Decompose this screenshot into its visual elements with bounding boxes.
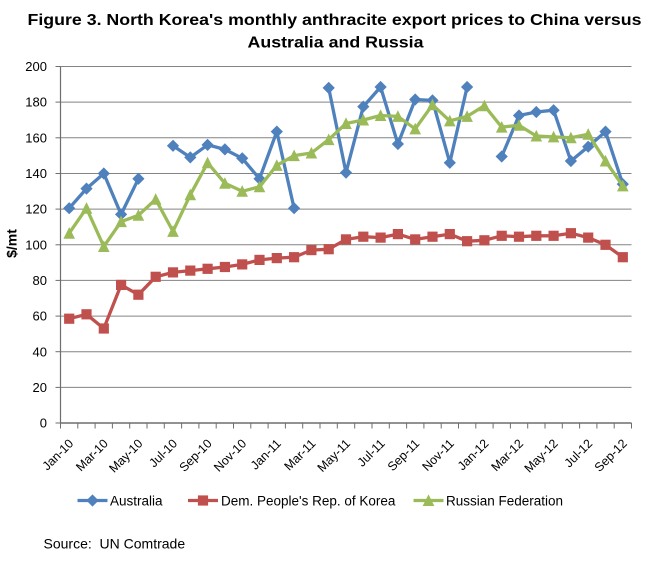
svg-text:Russian Federation: Russian Federation: [446, 494, 563, 509]
svg-text:Dem. People's Rep. of Korea: Dem. People's Rep. of Korea: [221, 494, 396, 509]
svg-text:60: 60: [33, 309, 47, 324]
svg-text:Figure 3. North Korea's monthl: Figure 3. North Korea's monthly anthraci…: [28, 12, 642, 29]
svg-text:Australia: Australia: [110, 494, 163, 509]
svg-text:100: 100: [25, 237, 47, 252]
svg-text:Source: UN Comtrade: Source: UN Comtrade: [44, 536, 186, 552]
svg-text:20: 20: [33, 380, 47, 395]
svg-text:Australia and Russia: Australia and Russia: [248, 35, 424, 52]
svg-text:160: 160: [25, 130, 47, 145]
svg-text:180: 180: [25, 95, 47, 110]
svg-text:80: 80: [33, 273, 47, 288]
svg-text:120: 120: [25, 202, 47, 217]
svg-text:40: 40: [33, 344, 47, 359]
svg-text:0: 0: [40, 416, 47, 431]
svg-text:200: 200: [25, 59, 47, 74]
svg-text:140: 140: [25, 166, 47, 181]
svg-text:$/mt: $/mt: [4, 229, 20, 258]
